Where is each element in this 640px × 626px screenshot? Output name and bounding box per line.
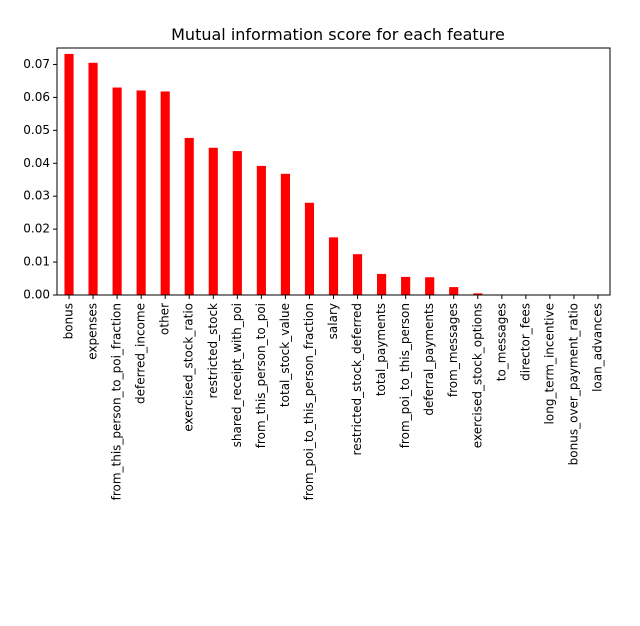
y-tick-label: 0.06 xyxy=(23,90,50,104)
bar-from-messages xyxy=(449,287,459,295)
x-tick-label: other xyxy=(158,303,172,335)
bar-expenses xyxy=(88,62,98,295)
x-tick-label: deferral_payments xyxy=(422,303,436,416)
x-tick-label: restricted_stock xyxy=(206,303,220,398)
x-tick-label: loan_advances xyxy=(590,303,604,392)
y-tick-label: 0.04 xyxy=(23,156,50,170)
bar-other xyxy=(160,91,170,295)
bar-exercised-stock-options xyxy=(473,293,483,295)
chart-title: Mutual information score for each featur… xyxy=(171,25,505,44)
bar-from-poi-to-this-person xyxy=(401,276,411,295)
x-tick-label: restricted_stock_deferred xyxy=(350,303,364,455)
y-tick-label: 0.07 xyxy=(23,57,50,71)
x-tick-label: bonus xyxy=(62,303,76,339)
x-tick-label: total_stock_value xyxy=(278,303,292,407)
bar-shared-receipt-with-poi xyxy=(232,151,242,295)
y-axis: 0.00 0.01 0.02 0.03 0.04 0.05 0.06 0.07 xyxy=(23,57,57,302)
x-tick-label: shared_receipt_with_poi xyxy=(230,303,244,447)
bar-deferral-payments xyxy=(425,277,435,295)
x-tick-label: from_this_person_to_poi xyxy=(254,303,268,448)
bar-from-this-person-to-poi-fraction xyxy=(112,87,122,296)
y-tick-label: 0.00 xyxy=(23,288,50,302)
x-tick-label: exercised_stock_ratio xyxy=(182,303,196,432)
x-tick-label: salary xyxy=(326,303,340,339)
bar-restricted-stock xyxy=(208,147,218,295)
y-tick-label: 0.05 xyxy=(23,123,50,137)
x-tick-label: from_this_person_to_poi_fraction xyxy=(110,303,124,500)
bar-from-this-person-to-poi xyxy=(256,165,266,295)
x-tick-label: director_fees xyxy=(518,303,532,381)
x-tick-label: to_messages xyxy=(494,303,508,381)
x-tick-label: from_messages xyxy=(446,303,460,397)
bar-exercised-stock-ratio xyxy=(184,137,194,295)
x-tick-label: bonus_over_payment_ratio xyxy=(566,303,580,465)
bar-total-stock-value xyxy=(280,173,290,295)
x-tick-label: expenses xyxy=(86,303,100,360)
bars-group xyxy=(64,53,483,296)
y-tick-label: 0.01 xyxy=(23,255,50,269)
bar-from-poi-to-this-person-fraction xyxy=(304,202,315,295)
x-tick-label: deferred_income xyxy=(134,303,148,404)
bar-total-payments xyxy=(377,273,387,295)
bar-restricted-stock-deferred xyxy=(352,254,363,295)
x-tick-label: from_poi_to_this_person xyxy=(398,303,412,448)
x-tick-label: total_payments xyxy=(374,303,388,396)
bar-salary xyxy=(328,237,339,295)
x-tick-label: exercised_stock_options xyxy=(470,303,484,448)
x-axis: bonus expenses from_this_person_to_poi_fra… xyxy=(62,295,604,500)
y-tick-label: 0.02 xyxy=(23,222,50,236)
y-tick-label: 0.03 xyxy=(23,189,50,203)
x-tick-label: from_poi_to_this_person_fraction xyxy=(302,303,316,500)
bar-bonus xyxy=(64,53,74,295)
x-tick-label: long_term_incentive xyxy=(542,303,556,424)
plot-frame xyxy=(56,47,611,296)
bar-deferred-income xyxy=(136,90,146,295)
